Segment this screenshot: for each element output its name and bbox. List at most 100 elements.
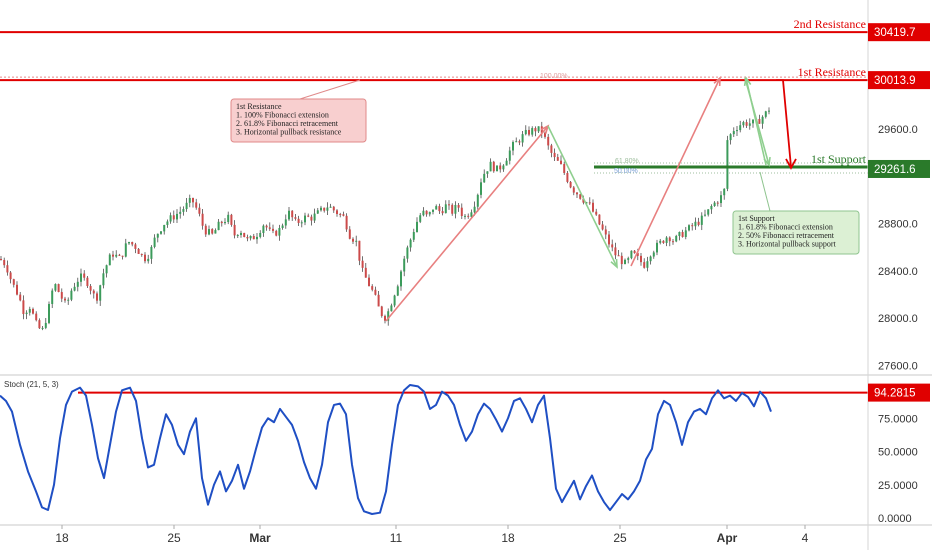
- candle-body: [364, 267, 367, 278]
- candle-body: [572, 187, 575, 193]
- candle-body: [240, 232, 242, 236]
- candle-body: [310, 216, 313, 221]
- candle-body: [387, 311, 390, 321]
- candle-body: [332, 206, 335, 211]
- candle-body: [502, 165, 505, 170]
- candle-body: [454, 204, 457, 214]
- candle-body: [262, 225, 265, 234]
- candle-body: [640, 255, 642, 263]
- candle-body: [601, 224, 604, 230]
- time-tick-label: 18: [55, 531, 69, 545]
- candle-body: [553, 152, 556, 158]
- candle-body: [115, 254, 118, 257]
- candle-body: [716, 202, 719, 204]
- candle-body: [176, 213, 178, 220]
- stoch-tick-label: 25.0000: [878, 480, 918, 492]
- candle-body: [451, 204, 454, 214]
- forecast-arrow-head: [785, 158, 797, 170]
- candle-body: [633, 250, 636, 254]
- candle-body: [656, 242, 658, 253]
- candle-body: [576, 192, 578, 195]
- candle-body: [150, 246, 153, 259]
- first-support-label: 1st Support: [811, 152, 867, 166]
- stoch-level-badge: 94.2815: [874, 388, 916, 400]
- candle-body: [592, 202, 594, 212]
- candle-body: [160, 231, 162, 234]
- fib-50-label: 50.00%: [614, 168, 638, 175]
- candle-body: [768, 110, 770, 112]
- candle-body: [732, 131, 735, 135]
- candle-body: [156, 233, 159, 238]
- candle-body: [643, 262, 646, 268]
- candle-body: [707, 209, 710, 215]
- candle-body: [544, 132, 546, 137]
- stoch-title: Stoch (21, 5, 3): [4, 380, 59, 389]
- support-note-frame: [732, 210, 860, 255]
- candle-body: [704, 214, 706, 216]
- candle-body: [352, 238, 354, 242]
- support-1-badge: 29261.6: [874, 164, 916, 176]
- candle-body: [291, 210, 294, 218]
- candle-body: [736, 130, 738, 132]
- time-tick-label: 25: [613, 531, 627, 545]
- candle-body: [86, 277, 89, 287]
- time-tick-label: 4: [802, 531, 809, 545]
- candle-body: [3, 260, 6, 266]
- projection-arrow-back: [745, 77, 767, 166]
- candle-body: [316, 210, 319, 214]
- candle-body: [99, 285, 102, 301]
- candle-body: [531, 128, 534, 135]
- price-panel: 2nd Resistance 1st Resistance 100.00% 1st S…: [0, 17, 868, 331]
- candle-body: [339, 214, 342, 216]
- support-note-line: 1. 61.8% Fibonacci extension: [738, 223, 833, 232]
- candle-body: [585, 202, 588, 204]
- candle-body: [588, 202, 591, 204]
- candle-body: [73, 286, 76, 291]
- candle-body: [688, 225, 690, 231]
- support-note-line: 1st Support: [738, 214, 775, 223]
- candle-body: [550, 145, 553, 153]
- resistance-2-badge: 30419.7: [874, 27, 916, 39]
- candle-body: [739, 125, 742, 131]
- candle-body: [752, 119, 754, 124]
- candle-body: [102, 273, 105, 286]
- candle-body: [35, 313, 38, 321]
- candle-body: [54, 284, 57, 291]
- candle-body: [208, 229, 210, 235]
- candle-body: [646, 261, 649, 268]
- candle-body: [51, 290, 54, 304]
- candle-body: [342, 214, 345, 216]
- candle-body: [67, 299, 70, 301]
- candle-body: [105, 265, 108, 274]
- candle-body: [233, 224, 236, 236]
- candle-body: [745, 122, 748, 126]
- support-note-pointer: [759, 171, 771, 212]
- price-tick-label: 28400.0: [878, 266, 918, 278]
- candle-body: [537, 126, 540, 132]
- candle-body: [668, 237, 671, 242]
- candle-body: [521, 134, 524, 143]
- candle-body: [524, 129, 527, 135]
- candle-body: [412, 232, 415, 240]
- resistance-1-badge: 30013.9: [874, 75, 916, 87]
- candle-body: [80, 273, 82, 282]
- candle-body: [457, 204, 460, 208]
- candle-body: [358, 240, 361, 261]
- resistance-1-badge-bg: [868, 71, 930, 90]
- candle-body: [515, 141, 518, 143]
- candle-body: [595, 211, 598, 215]
- candle-body: [636, 253, 639, 256]
- candle-body: [265, 225, 268, 228]
- candle-body: [764, 111, 767, 117]
- candle-body: [678, 231, 681, 236]
- candle-body: [659, 240, 662, 243]
- candle-body: [345, 215, 348, 230]
- candle-body: [617, 255, 620, 257]
- candle-body: [140, 253, 143, 255]
- retracement-arrow-down-head: [610, 258, 618, 269]
- stoch-series-line: [0, 384, 772, 516]
- candle-body: [649, 256, 652, 262]
- candle-body: [64, 298, 66, 301]
- candle-body: [57, 284, 60, 293]
